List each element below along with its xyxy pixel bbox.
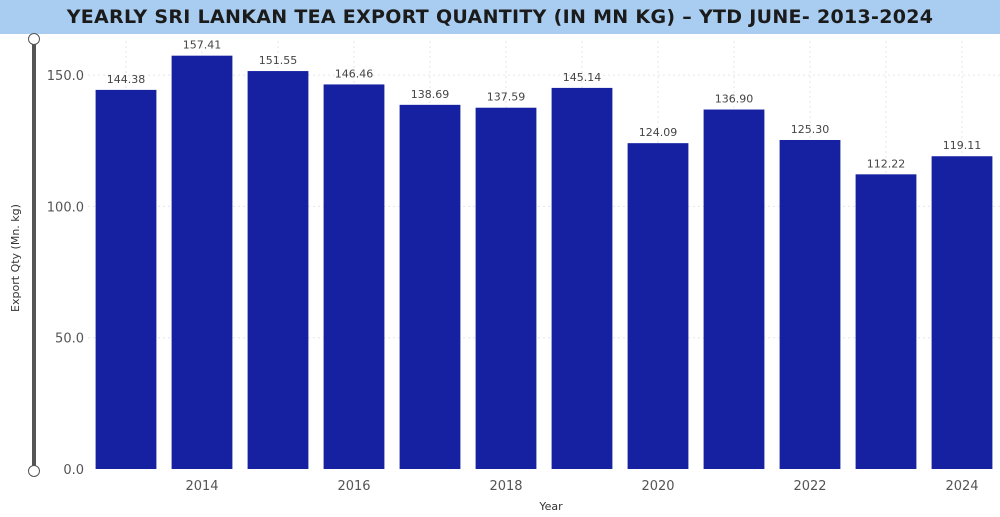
- x-tick-label: 2022: [793, 479, 826, 494]
- bar-2016[interactable]: [323, 84, 385, 470]
- data-labels: 144.38 157.41 151.55 146.46 138.69 137.59 145.…: [107, 39, 982, 171]
- y-tick-label: 100.0: [47, 200, 84, 215]
- chart-title-bar: YEARLY SRI LANKAN TEA EXPORT QUANTITY (I…: [0, 0, 1000, 34]
- data-label-2013: 144.38: [107, 73, 146, 86]
- x-axis-title: Year: [538, 500, 563, 513]
- bar-2018[interactable]: [475, 107, 537, 469]
- bar-2014[interactable]: [171, 55, 233, 469]
- bar-2020[interactable]: [627, 143, 689, 470]
- bar-2023[interactable]: [855, 174, 917, 470]
- data-label-2018: 137.59: [487, 91, 526, 104]
- data-label-2022: 125.30: [791, 123, 830, 136]
- bar-2021[interactable]: [703, 109, 765, 469]
- chart-title: YEARLY SRI LANKAN TEA EXPORT QUANTITY (I…: [66, 6, 934, 28]
- data-label-2017: 138.69: [411, 88, 450, 101]
- bar-2017[interactable]: [399, 104, 461, 469]
- data-label-2024: 119.11: [943, 139, 982, 152]
- data-label-2020: 124.09: [639, 126, 678, 139]
- slider-bottom-handle[interactable]: [28, 465, 40, 477]
- x-tick-label: 2020: [641, 479, 674, 494]
- y-tick-label: 50.0: [55, 332, 84, 347]
- bar-2024[interactable]: [931, 156, 993, 469]
- data-label-2014: 157.41: [183, 39, 222, 52]
- bar-2013[interactable]: [95, 89, 157, 469]
- data-label-2015: 151.55: [259, 54, 298, 67]
- x-tick-label: 2018: [489, 479, 522, 494]
- y-tick-label: 150.0: [47, 69, 84, 84]
- data-label-2019: 145.14: [563, 71, 602, 84]
- bar-2022[interactable]: [779, 139, 841, 470]
- bars: [95, 55, 993, 470]
- x-tick-label: 2014: [185, 479, 218, 494]
- bar-2019[interactable]: [551, 87, 613, 470]
- y-axis-range-slider[interactable]: [32, 38, 36, 471]
- bar-2015[interactable]: [247, 71, 309, 469]
- slider-top-handle[interactable]: [28, 33, 40, 45]
- y-axis-title: Export Qty (Mn. kg): [9, 204, 22, 312]
- x-tick-label: 2016: [337, 479, 370, 494]
- y-tick-label: 0.0: [63, 463, 84, 478]
- data-label-2023: 112.22: [867, 157, 906, 170]
- x-axis-ticks: 2014 2016 2018 2020 2022 2024: [185, 479, 978, 494]
- x-tick-label: 2024: [945, 479, 978, 494]
- data-label-2021: 136.90: [715, 93, 754, 106]
- data-label-2016: 146.46: [335, 67, 374, 80]
- y-axis-ticks: 0.0 50.0 100.0 150.0: [47, 69, 84, 478]
